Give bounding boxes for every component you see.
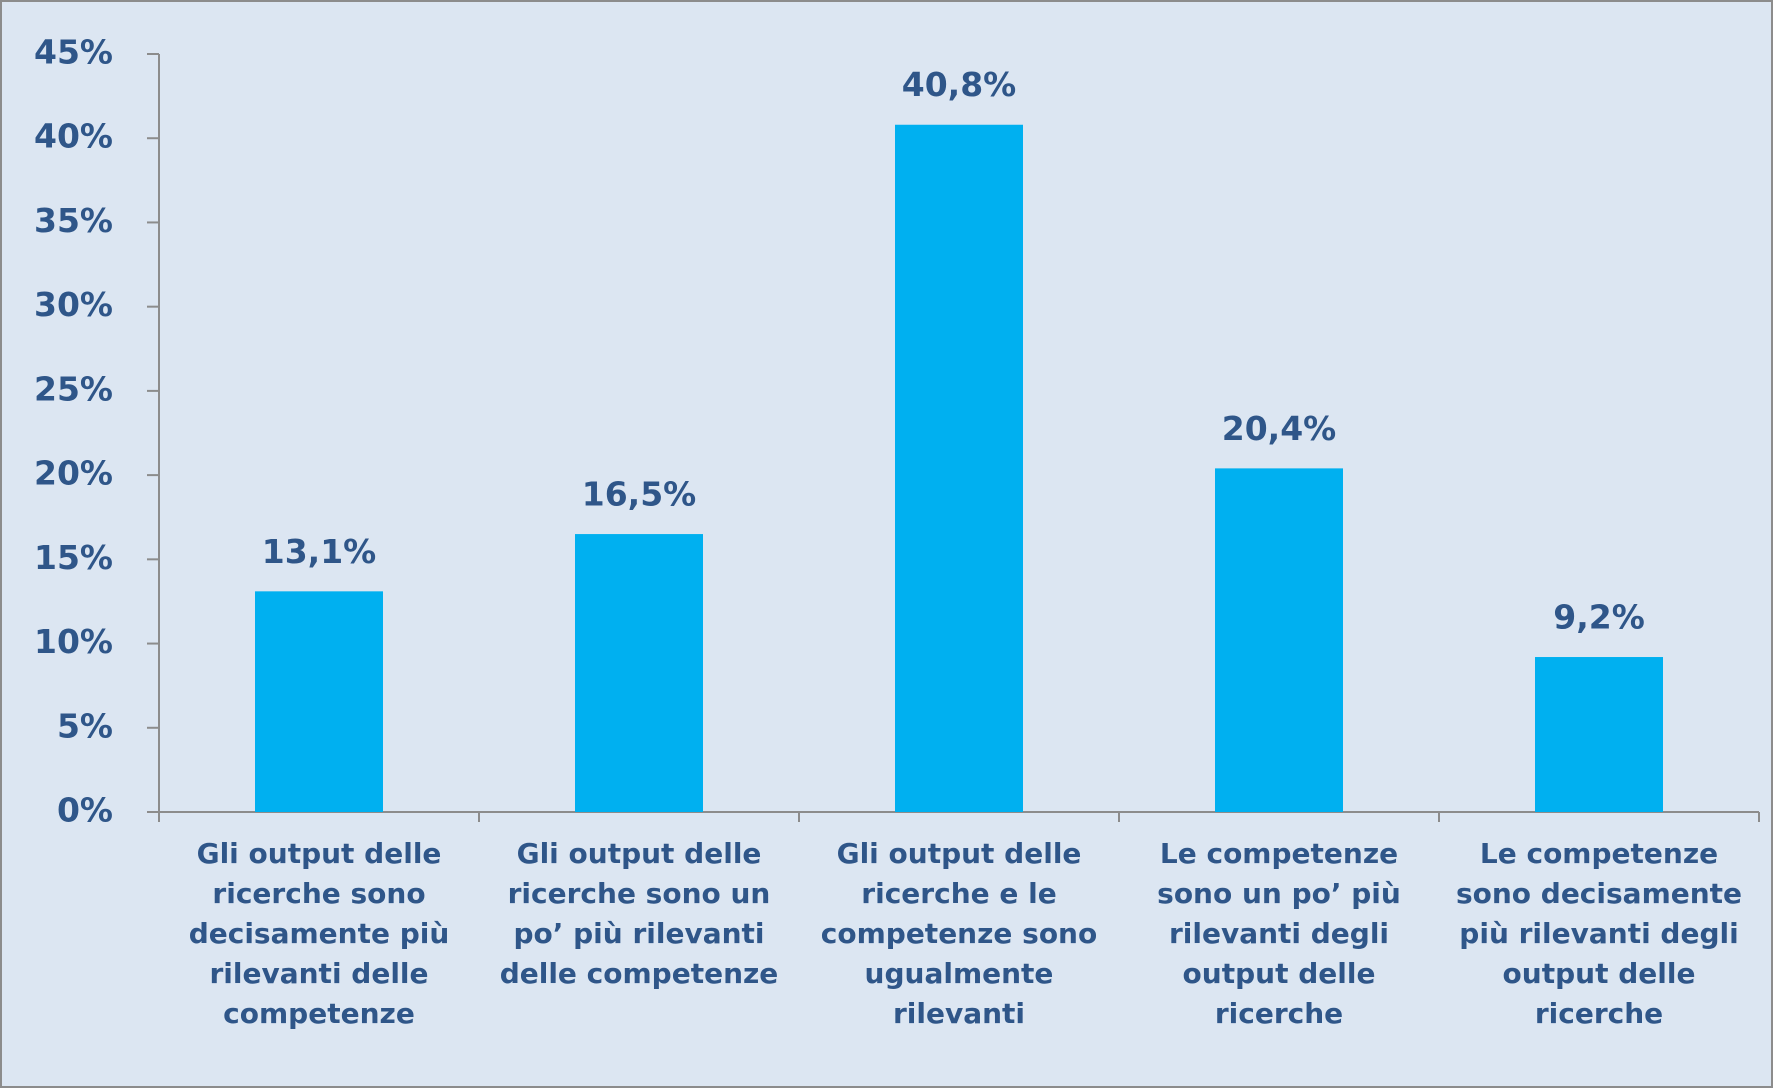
- y-tick-label: 10%: [34, 622, 113, 661]
- bar: [255, 591, 383, 812]
- y-tick-label: 20%: [34, 454, 113, 493]
- y-tick-label: 30%: [34, 285, 113, 324]
- y-tick-label: 0%: [57, 791, 113, 830]
- bar: [575, 534, 703, 812]
- y-tick-label: 25%: [34, 369, 113, 408]
- y-tick-label: 5%: [57, 706, 113, 745]
- bar: [1535, 657, 1663, 812]
- x-tick-label: Le competenze sono decisamente più rilev…: [1455, 837, 1743, 1030]
- y-tick-label: 40%: [34, 117, 113, 156]
- y-tick-label: 35%: [34, 201, 113, 240]
- x-tick-label: Gli output delle ricerche sono un po’ pi…: [499, 837, 779, 990]
- value-label: 40,8%: [902, 65, 1017, 104]
- x-tick-label: Gli output delle ricerche e le competenz…: [820, 837, 1098, 1030]
- y-tick-label: 45%: [34, 33, 113, 72]
- value-label: 16,5%: [582, 475, 697, 514]
- value-label: 20,4%: [1222, 409, 1337, 448]
- value-label: 9,2%: [1553, 598, 1645, 637]
- bar: [1215, 468, 1343, 812]
- x-tick-label: Gli output delle ricerche sono decisamen…: [188, 837, 450, 1030]
- bar: [895, 124, 1023, 813]
- y-tick-label: 15%: [34, 538, 113, 577]
- x-tick-label: Le competenze sono un po’ più rilevanti …: [1157, 837, 1401, 1030]
- value-label: 13,1%: [262, 532, 377, 571]
